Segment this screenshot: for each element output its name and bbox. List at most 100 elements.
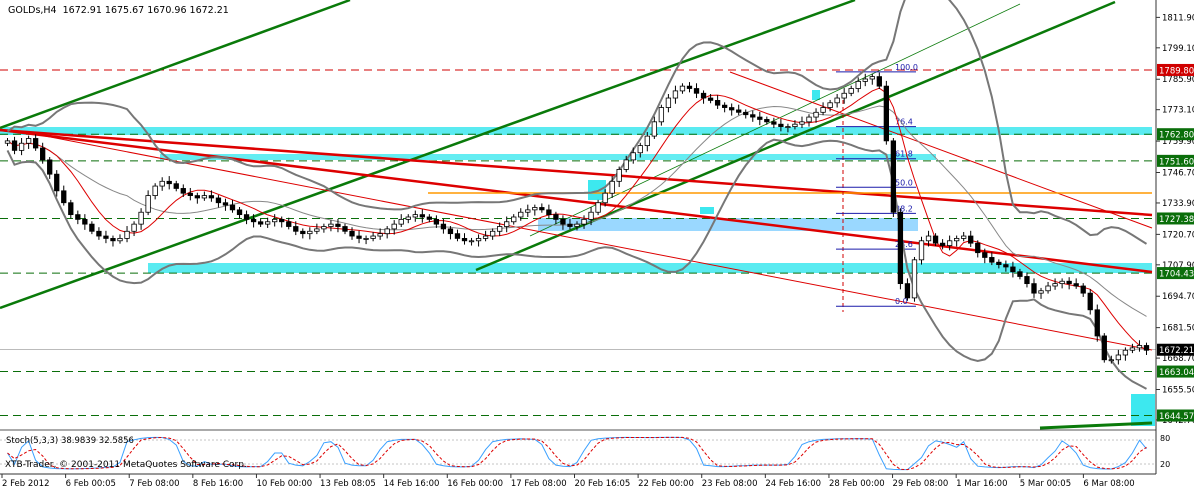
- horizontal-levels: [0, 69, 1156, 417]
- stoch-signal-line: [7, 436, 1147, 471]
- candle-body: [595, 202, 601, 213]
- candle-body: [482, 235, 489, 239]
- candle-body: [215, 197, 222, 204]
- candle-body: [890, 140, 897, 213]
- candle-body: [454, 233, 461, 239]
- candle-body: [834, 97, 840, 104]
- chart-symbol-header: GOLDs,H4 1672.91 1675.67 1670.96 1672.21: [8, 5, 229, 16]
- symbol-label: GOLDs,H4: [8, 5, 57, 16]
- candle-body: [328, 223, 334, 227]
- level-label-box: [1157, 154, 1194, 167]
- candle-body: [489, 230, 496, 237]
- candle-body: [1045, 285, 1051, 292]
- candle-body: [778, 123, 784, 127]
- current-price-box: [1157, 343, 1194, 356]
- candlesticks: [4, 72, 1150, 365]
- price-tick-label: 1707.90: [1162, 261, 1194, 271]
- time-tick-label: 1 Mar 16:00: [956, 479, 1007, 489]
- candle-body: [862, 78, 868, 82]
- candle-body: [61, 190, 67, 204]
- time-tick-label: 22 Feb 00:00: [638, 479, 694, 489]
- candle-body: [370, 235, 376, 239]
- candle-body: [138, 211, 144, 225]
- candle-body: [968, 235, 974, 244]
- candle-body: [265, 221, 271, 225]
- level-label-box: [1157, 409, 1194, 422]
- candle-body: [32, 138, 39, 149]
- candle-body: [1129, 347, 1136, 351]
- main-plot-background: [0, 0, 1156, 429]
- candle-body: [581, 218, 587, 225]
- candle-body: [946, 240, 953, 246]
- candle-body: [918, 240, 925, 261]
- candle-body: [4, 140, 11, 144]
- candle-body: [356, 235, 362, 239]
- time-tick-label: 5 Mar 00:05: [1020, 479, 1071, 489]
- level-label-box: [1157, 365, 1194, 378]
- time-tick-label: 24 Feb 16:00: [765, 479, 821, 489]
- candle-body: [497, 226, 503, 232]
- candle-body: [103, 235, 109, 239]
- candle-body: [468, 240, 475, 243]
- candle-body: [272, 218, 278, 223]
- candle-body: [1108, 359, 1114, 362]
- candle-body: [511, 216, 517, 223]
- candle-body: [975, 242, 981, 254]
- candle-body: [686, 85, 693, 89]
- candle-body: [954, 238, 960, 242]
- moving-average-line: [7, 87, 1147, 351]
- candle-body: [588, 211, 594, 220]
- candle-body: [721, 104, 728, 108]
- level-label-text: 1789.80: [1159, 66, 1194, 76]
- candle-body: [307, 230, 313, 235]
- candle-body: [159, 180, 165, 187]
- time-tick-label: 6 Feb 00:05: [66, 479, 116, 489]
- candle-body: [89, 223, 95, 232]
- candle-body: [117, 238, 123, 242]
- candle-body: [574, 223, 580, 227]
- candle-body: [173, 183, 179, 189]
- candle-body: [729, 107, 735, 111]
- candle-body: [982, 252, 988, 258]
- candle-body: [932, 235, 939, 244]
- price-tick-label: 1655.50: [1162, 386, 1194, 396]
- candle-body: [440, 223, 447, 230]
- candle-body: [68, 202, 74, 216]
- candle-body: [1010, 266, 1016, 273]
- level-label-text: 1663.04: [1159, 368, 1194, 378]
- candle-body: [384, 228, 390, 235]
- price-tick-label: 1694.70: [1162, 292, 1194, 302]
- candle-body: [293, 226, 299, 232]
- candle-body: [447, 228, 454, 235]
- price-tick-label: 1668.70: [1162, 354, 1194, 364]
- bollinger-upper: [6, 0, 1148, 245]
- candle-body: [208, 195, 215, 199]
- zone-1762: [0, 127, 1152, 135]
- candle-body: [525, 209, 531, 213]
- bollinger-lower: [6, 138, 1147, 390]
- candle-body: [609, 180, 615, 194]
- candle-body: [855, 80, 861, 89]
- candle-body: [335, 223, 341, 227]
- channel-upper-green: [0, 0, 351, 130]
- candle-body: [321, 226, 327, 230]
- zone-1751: [160, 154, 936, 160]
- candle-body: [349, 230, 355, 237]
- candle-body: [644, 135, 650, 147]
- candle-body: [1087, 292, 1093, 311]
- candle-body: [54, 173, 60, 192]
- zone-small-3: [812, 90, 820, 100]
- time-axis: 2 Feb 2012 6 Feb 00:05 7 Feb 08:00 8 Feb 16…: [1, 474, 1135, 489]
- candle-body: [658, 107, 665, 123]
- green-bottom-trend: [1039, 421, 1153, 430]
- candle-body: [651, 121, 657, 137]
- candle-body: [553, 214, 559, 220]
- level-labels: 1789.80 1762.80 1751.60 1727.38 1704.43 1663.…: [1157, 63, 1194, 422]
- candle-body: [996, 261, 1002, 265]
- zone-1704: [148, 263, 1152, 273]
- stoch-label: Stoch(5,3,3) 38.9839 32.5856: [6, 436, 134, 446]
- stoch-main-line: [7, 436, 1147, 471]
- candle-body: [518, 211, 524, 218]
- level-label-text: 1751.60: [1159, 157, 1194, 167]
- candle-body: [693, 88, 700, 94]
